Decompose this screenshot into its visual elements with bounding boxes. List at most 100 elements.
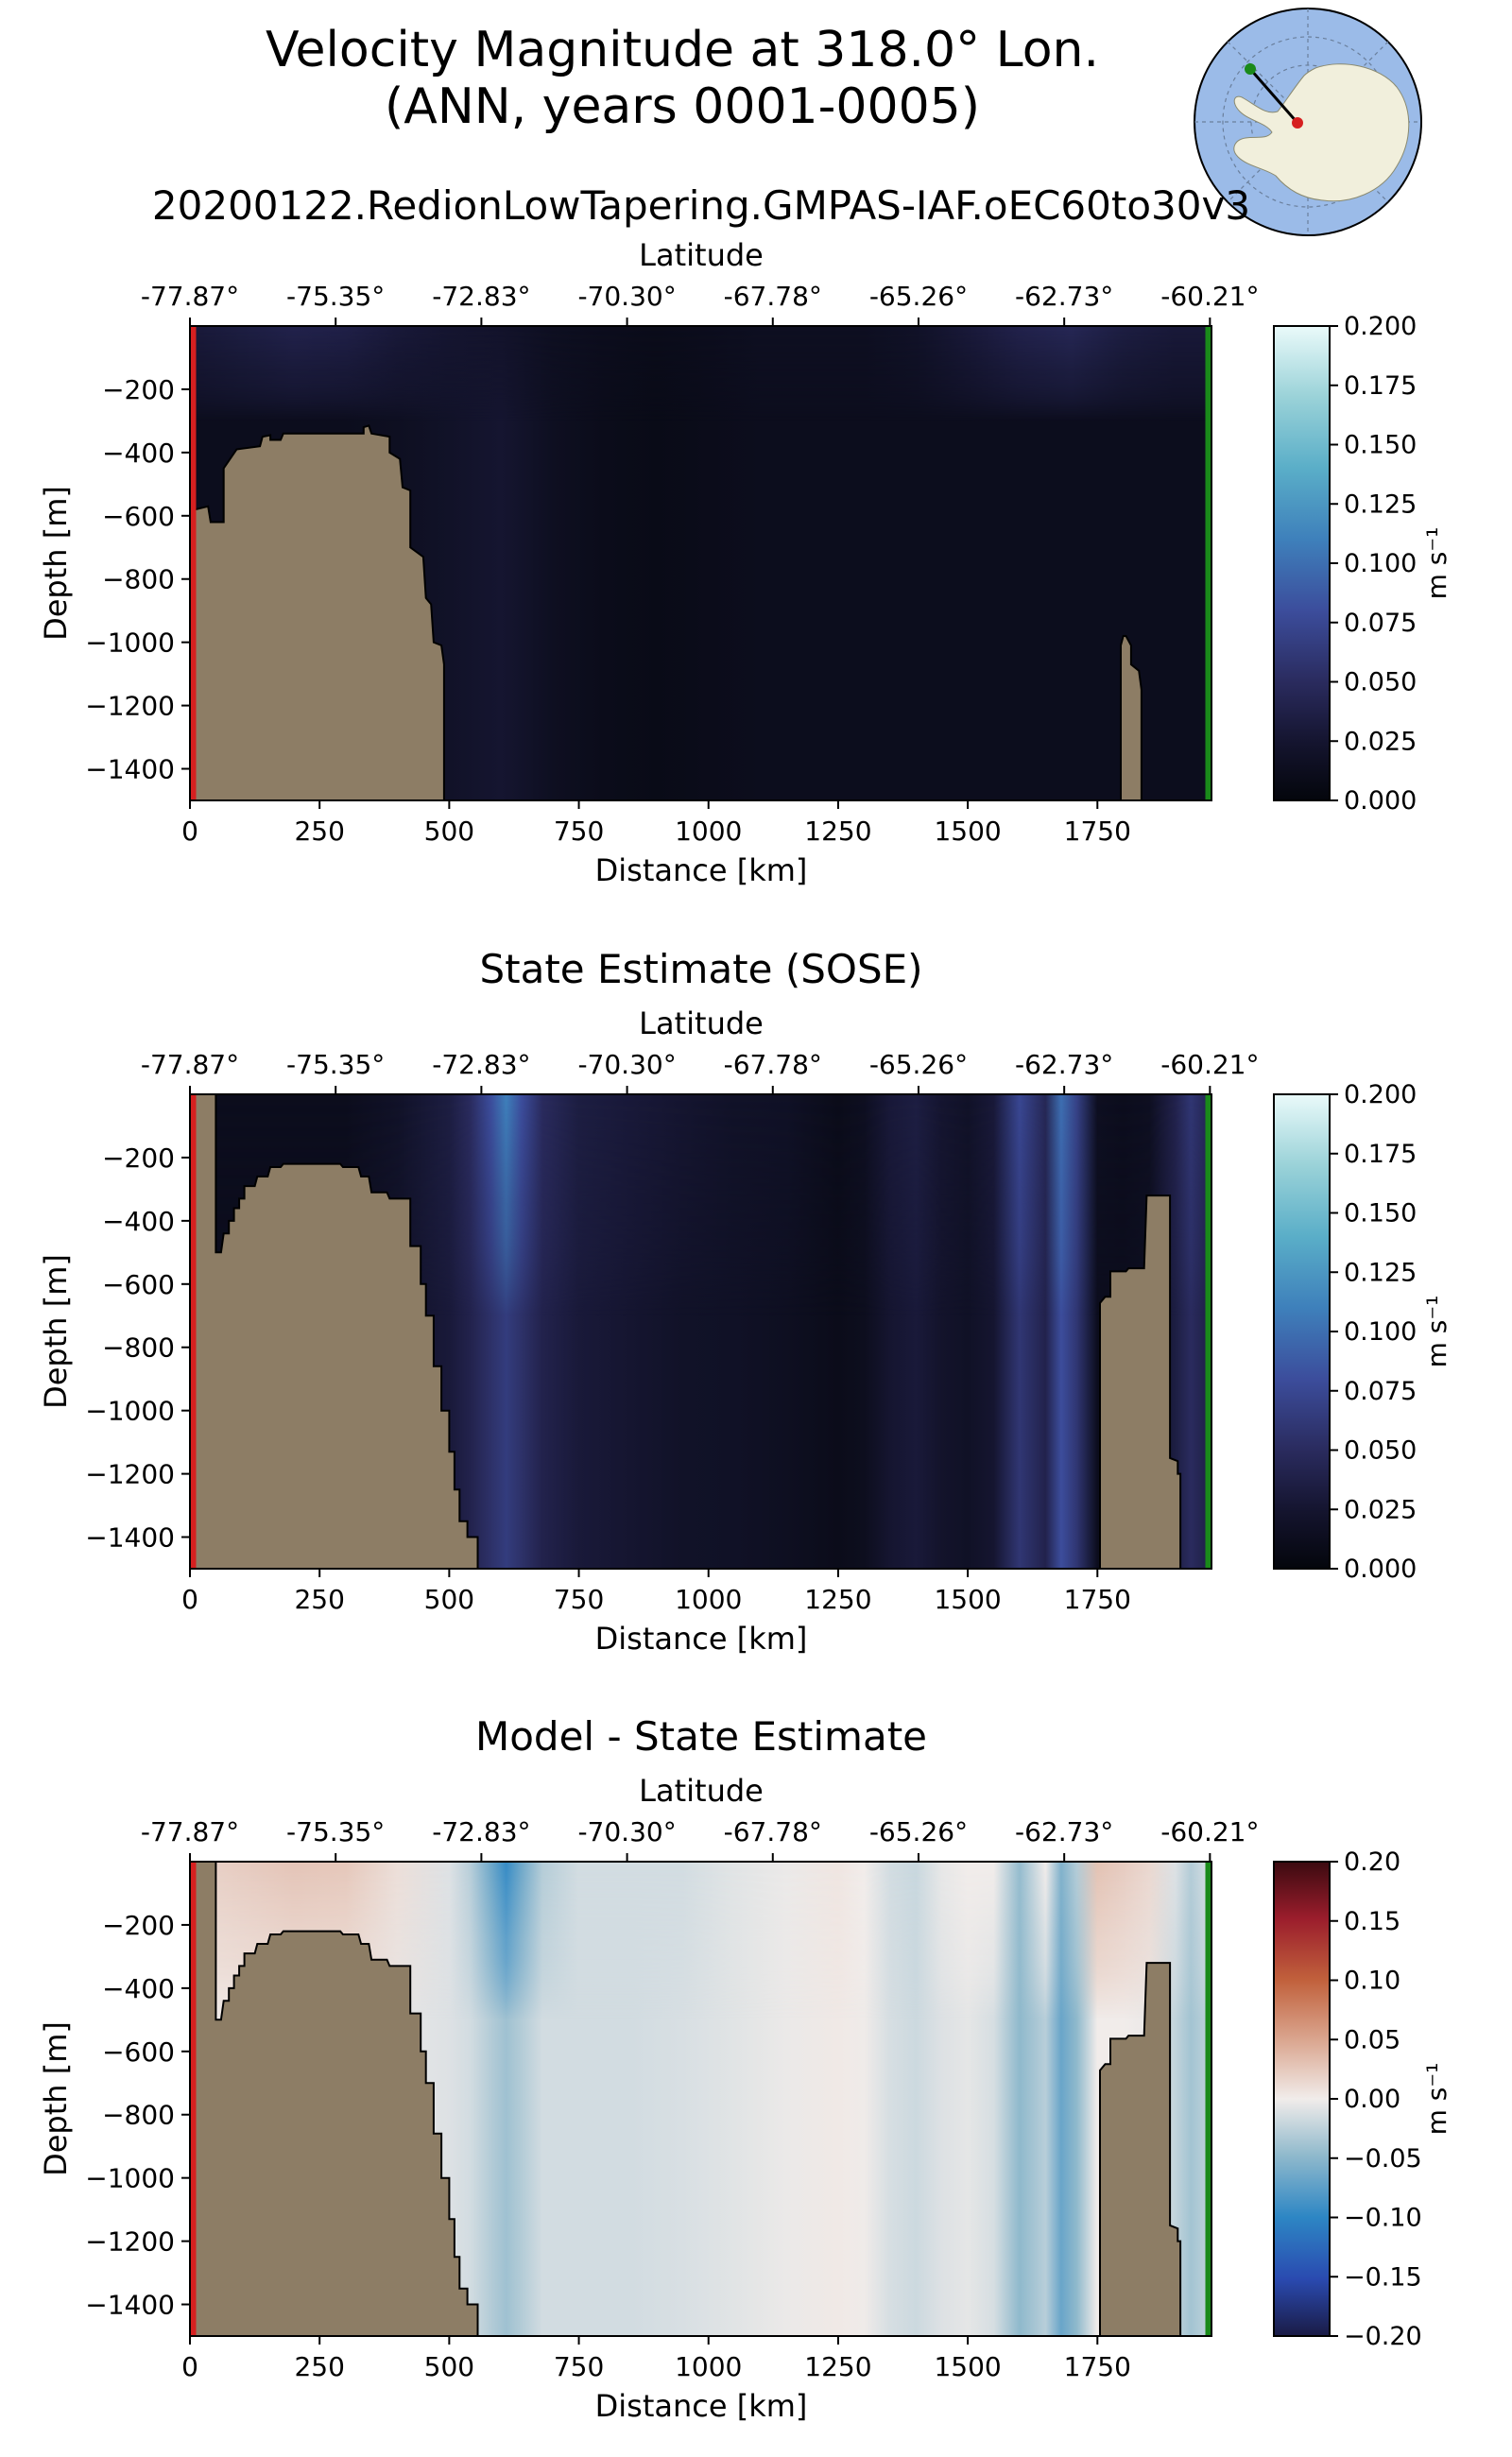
x-tick-label: 1250	[804, 1584, 871, 1615]
x-tick-label: 750	[554, 1584, 604, 1615]
panel-title: 20200122.RedionLowTapering.GMPAS-IAF.oEC…	[152, 182, 1250, 229]
colorbar-tick-label: 0.000	[1344, 1555, 1417, 1584]
panel-diff: Model - State Estimate 0 250 500 750 1000 1250…	[38, 1713, 1452, 2424]
land-bathymetry-2	[1099, 1962, 1182, 2337]
x-axis-label: Distance [km]	[595, 852, 808, 888]
colorbar-label: m s⁻¹	[1421, 2063, 1452, 2136]
panel-title: Model - State Estimate	[475, 1713, 927, 1760]
y-tick-label: −1000	[85, 2163, 175, 2194]
colorbar-tick-label: 0.200	[1344, 1080, 1417, 1109]
top-tick-label: -67.78°	[724, 281, 822, 312]
figure-title-line1: Velocity Magnitude at 318.0° Lon.	[266, 22, 1099, 78]
y-tick-label: −1400	[85, 1522, 175, 1554]
colorbar-tick-label: 0.000	[1344, 786, 1417, 816]
plot-frame	[189, 1861, 1212, 2337]
colorbar-tick-label: 0.050	[1344, 668, 1417, 697]
x-tick-label: 0	[181, 816, 198, 847]
y-tick-label: −200	[102, 1910, 175, 1941]
x-tick-label: 250	[294, 2351, 344, 2382]
land-bathymetry-2	[1120, 635, 1143, 801]
inset-transect-line	[1248, 68, 1299, 124]
colorbar-tick-label: 0.175	[1344, 1140, 1417, 1169]
x-tick-label: 500	[424, 2351, 474, 2382]
x-tick-label: 750	[554, 2351, 604, 2382]
y-tick-label: −400	[102, 438, 175, 469]
colorbar-tick-label: 0.125	[1344, 1258, 1417, 1287]
x-tick-label: 1500	[934, 816, 1001, 847]
colorbar-tick-label: −0.05	[1344, 2144, 1422, 2174]
inset-transect-start-marker	[1292, 117, 1303, 129]
top-tick-label: -77.87°	[141, 1049, 239, 1080]
colorbar-tick-label: 0.050	[1344, 1436, 1417, 1466]
top-tick-label: -60.21°	[1160, 1049, 1259, 1080]
inset-transect-end-marker	[1245, 63, 1256, 75]
top-tick-label: -75.35°	[286, 1049, 385, 1080]
colorbar-tick-label: −0.15	[1344, 2262, 1422, 2292]
top-tick-label: -67.78°	[724, 1049, 822, 1080]
y-tick-label: −800	[102, 1332, 175, 1364]
x-axis-label: Distance [km]	[595, 1621, 808, 1657]
colorbar-tick-label: 0.125	[1344, 490, 1417, 519]
top-tick-label: -77.87°	[141, 281, 239, 312]
top-tick-label: -70.30°	[577, 281, 676, 312]
colorbar-tick-label: 0.025	[1344, 1495, 1417, 1524]
colorbar	[1273, 1093, 1331, 1570]
x-tick-label: 1000	[675, 1584, 742, 1615]
y-tick-label: −800	[102, 2100, 175, 2131]
x-tick-label: 250	[294, 816, 344, 847]
land-bathymetry-2	[1099, 1194, 1182, 1570]
y-axis-label: Depth [m]	[38, 1254, 74, 1409]
y-tick-label: −600	[102, 501, 175, 532]
top-tick-label: -62.73°	[1015, 1816, 1113, 1847]
y-tick-label: −400	[102, 1973, 175, 2004]
panel-sose: State Estimate (SOSE) 0 250 500 750 1000 1250 1…	[38, 946, 1452, 1657]
y-tick-label: −1400	[85, 2290, 175, 2321]
top-tick-label: -65.26°	[869, 281, 968, 312]
colorbar-tick-label: −0.10	[1344, 2204, 1422, 2233]
land-bathymetry-1	[189, 1861, 479, 2337]
y-tick-label: −800	[102, 564, 175, 595]
top-tick-label: -77.87°	[141, 1816, 239, 1847]
colorbar-tick-label: 0.025	[1344, 727, 1417, 756]
x-tick-label: 1750	[1064, 816, 1131, 847]
top-axis-label: Latitude	[639, 1773, 764, 1809]
colorbar-tick-label: 0.100	[1344, 549, 1417, 578]
y-tick-label: −1200	[85, 1459, 175, 1490]
x-tick-label: 1750	[1064, 1584, 1131, 1615]
top-tick-label: -62.73°	[1015, 1049, 1113, 1080]
top-axis-label: Latitude	[639, 237, 764, 273]
figure-title-line2: (ANN, years 0001-0005)	[385, 78, 980, 135]
y-tick-label: −1000	[85, 627, 175, 659]
colorbar	[1273, 325, 1331, 801]
x-tick-label: 500	[424, 816, 474, 847]
top-tick-label: -62.73°	[1015, 281, 1113, 312]
x-tick-label: 500	[424, 1584, 474, 1615]
land-bathymetry-1	[189, 1093, 479, 1570]
y-axis-label: Depth [m]	[38, 486, 74, 641]
colorbar-tick-label: 0.175	[1344, 371, 1417, 401]
x-tick-label: 0	[181, 1584, 198, 1615]
top-tick-label: -75.35°	[286, 281, 385, 312]
x-tick-label: 1250	[804, 2351, 871, 2382]
top-axis-label: Latitude	[639, 1005, 764, 1041]
x-tick-label: 1250	[804, 816, 871, 847]
x-tick-label: 1500	[934, 1584, 1001, 1615]
top-tick-label: -72.83°	[432, 281, 530, 312]
inset-antarctica-land	[1233, 63, 1410, 202]
top-tick-label: -75.35°	[286, 1816, 385, 1847]
y-axis-label: Depth [m]	[38, 2021, 74, 2176]
colorbar-tick-label: 0.15	[1344, 1907, 1400, 1936]
y-tick-label: −1200	[85, 2226, 175, 2258]
x-axis-label: Distance [km]	[595, 2388, 808, 2424]
x-tick-label: 1750	[1064, 2351, 1131, 2382]
top-tick-label: -72.83°	[432, 1816, 530, 1847]
colorbar-tick-label: 0.075	[1344, 609, 1417, 638]
colorbar-tick-label: 0.075	[1344, 1377, 1417, 1406]
colorbar	[1273, 1861, 1331, 2337]
plot-frame	[189, 325, 1212, 801]
antarctica-map-icon	[1194, 8, 1422, 236]
x-tick-label: 1000	[675, 816, 742, 847]
y-tick-label: −600	[102, 1269, 175, 1300]
x-tick-label: 0	[181, 2351, 198, 2382]
